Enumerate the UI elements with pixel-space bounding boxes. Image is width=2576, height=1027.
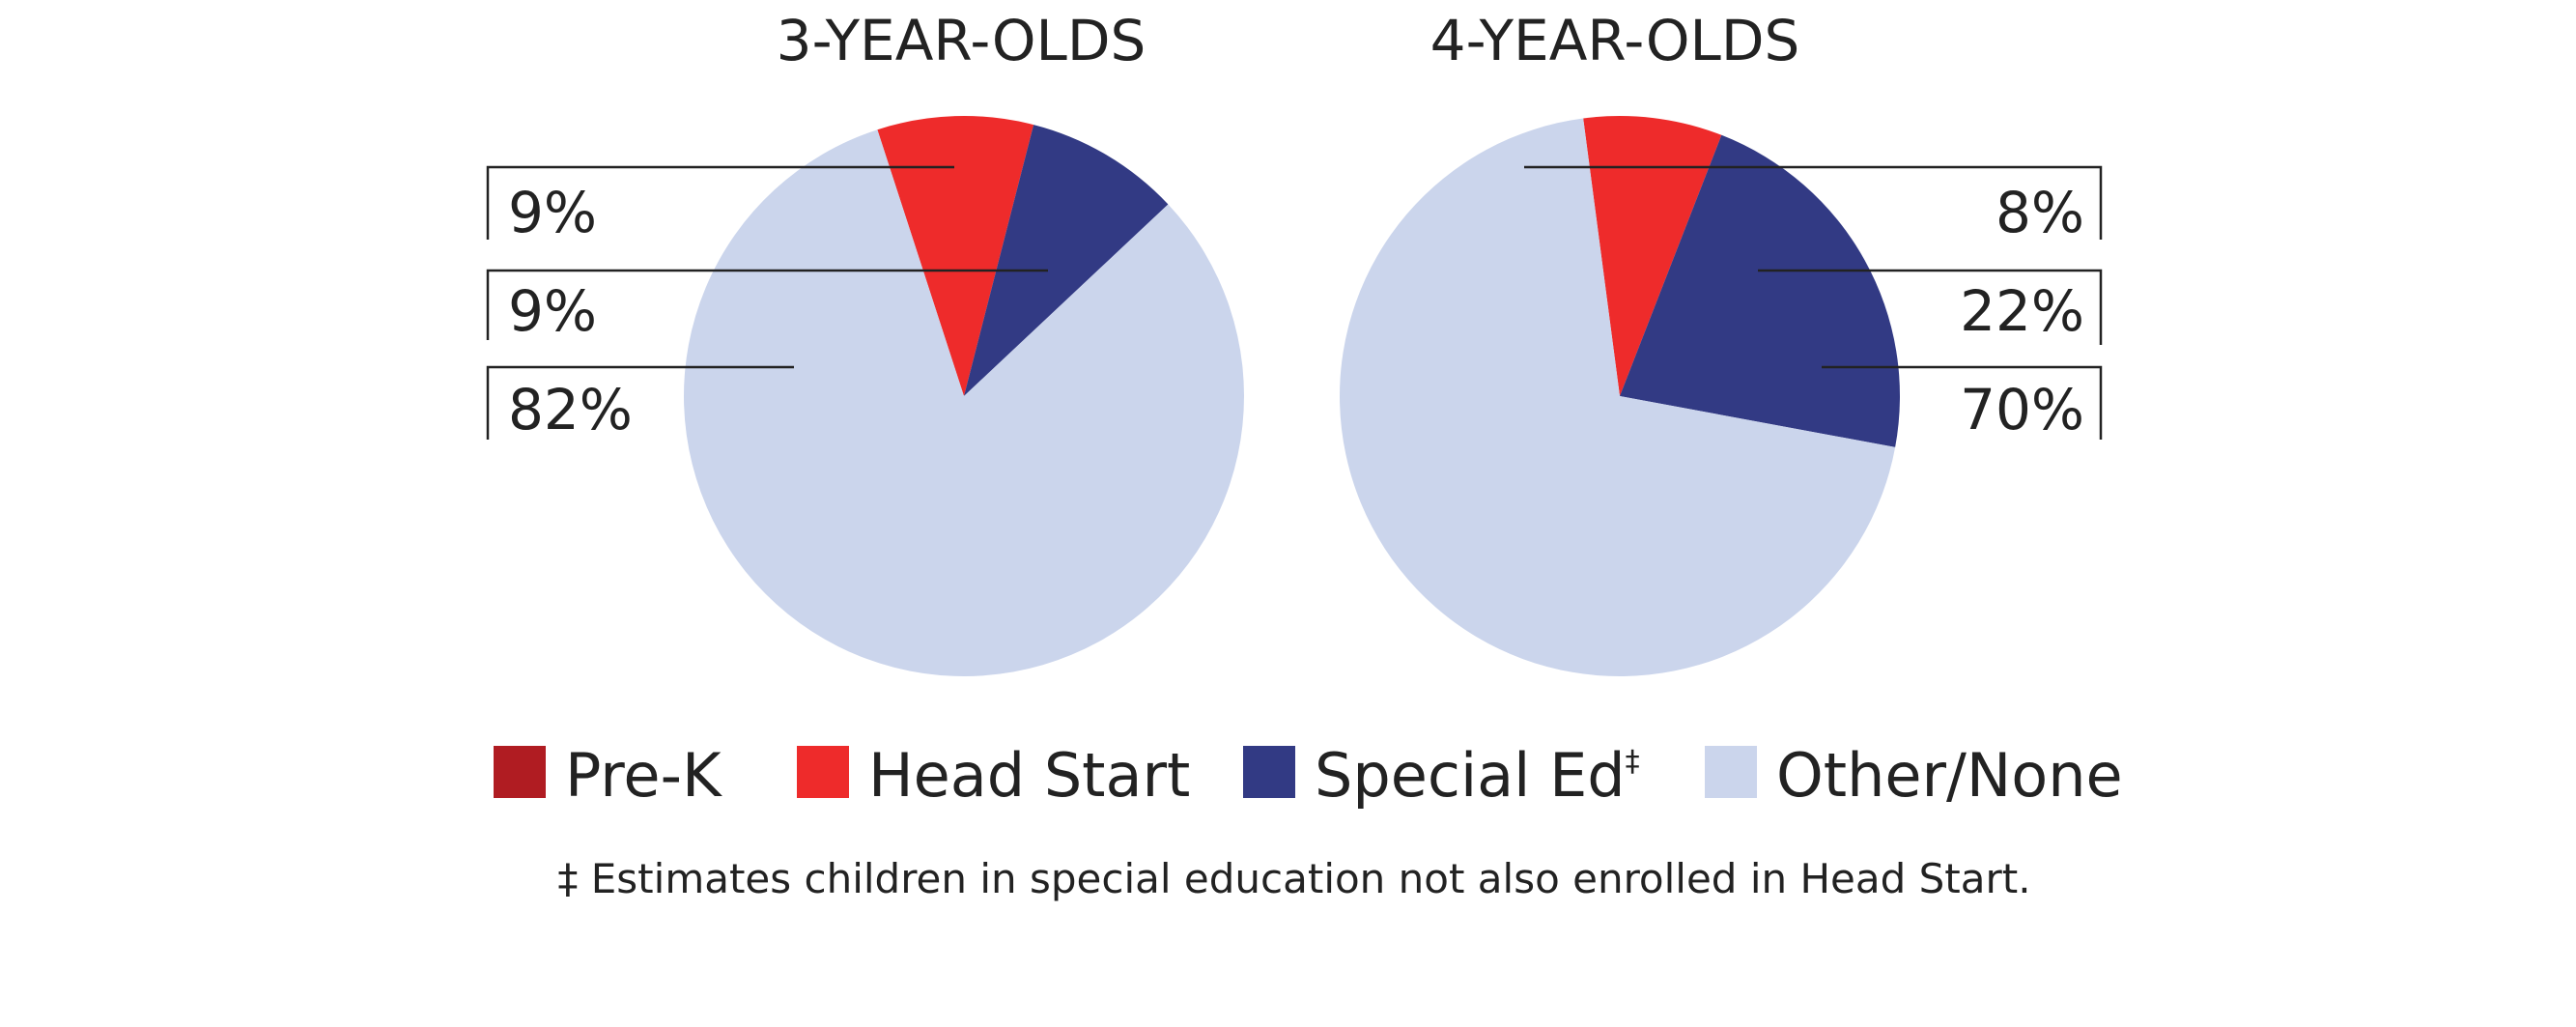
pie-slices-3-year-olds [683,115,1244,676]
slice-label-4yo-special-ed: 22% [1960,278,2084,344]
legend-swatch-pre-k [494,746,546,798]
callout-line-4yo-special-ed [1758,269,2103,345]
pie-slice-3yo-special-ed [964,125,1169,397]
legend-label-pre-k: Pre-K [565,740,722,811]
slice-label-3yo-other: 82% [508,377,633,442]
legend-label-other-none: Other/None [1776,740,2123,811]
pie-slices-4-year-olds [1339,115,1900,676]
footnote: ‡ Estimates children in special educatio… [557,855,2030,902]
callout-line-4yo-other [1822,365,2103,440]
slice-label-3yo-special-ed: 9% [508,278,597,344]
pie-title-4-year-olds: 4-YEAR-OLDS [1430,8,1800,73]
pie-slice-4yo-other-none [1339,118,1896,676]
callout-line-3yo-other [486,365,794,440]
slice-label-4yo-head-start: 8% [1996,180,2084,245]
legend-swatch-other-none [1705,746,1757,798]
legend-swatch-special-ed [1243,746,1295,798]
legend-label-special-ed-text: Special Ed [1315,740,1626,811]
pie-slice-4yo-special-ed [1620,134,1900,447]
slice-label-4yo-other: 70% [1960,377,2084,442]
pie-chart-3-year-olds: 3-YEAR-OLDS 9% 9% 82% [486,8,1244,676]
callouts-4-year-olds [1524,165,2103,440]
legend-label-special-ed: Special Ed‡ [1315,740,1640,811]
pie-title-3-year-olds: 3-YEAR-OLDS [777,8,1146,73]
callout-line-3yo-head-start [486,165,954,240]
pie-slice-3yo-head-start [877,115,1034,396]
pie-slice-4yo-head-start [1583,115,1722,396]
slice-label-3yo-head-start: 9% [508,180,597,245]
callouts-3-year-olds [486,165,1048,440]
legend: Pre-K Head Start Special Ed‡ Other/None [494,740,2123,811]
callout-line-3yo-special-ed [486,269,1048,340]
pie-slice-3yo-other-none [683,129,1244,676]
legend-label-special-ed-sup: ‡ [1626,745,1640,779]
pie-chart-4-year-olds: 4-YEAR-OLDS 8% 22% 70% [1339,8,2103,676]
legend-swatch-head-start [797,746,849,798]
callout-line-4yo-head-start [1524,165,2103,240]
legend-label-head-start: Head Start [868,740,1190,811]
